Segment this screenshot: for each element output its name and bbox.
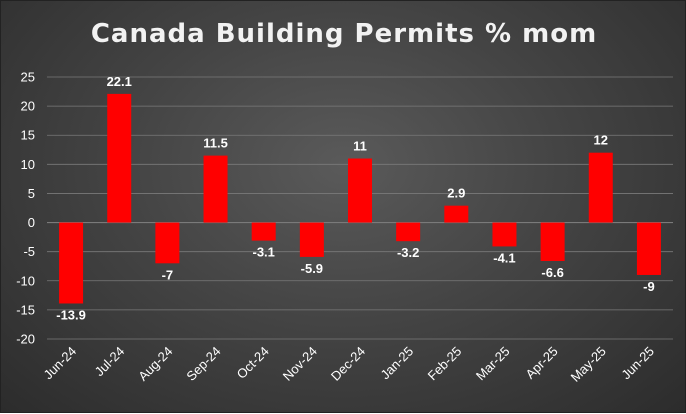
y-tick-label: -20: [16, 332, 35, 347]
bar: [588, 152, 613, 223]
data-label: -6.6: [541, 265, 563, 280]
data-label: -5.9: [301, 261, 323, 276]
y-tick-label: 20: [21, 99, 35, 114]
x-tick-label: Jan-25: [378, 344, 417, 383]
x-tick-label: Jul-24: [92, 344, 128, 380]
bar: [636, 222, 661, 275]
chart-title: Canada Building Permits % mom: [90, 19, 598, 49]
data-label: -7: [162, 267, 174, 282]
x-tick-label: Sep-24: [183, 344, 223, 384]
x-tick-label: Aug-24: [135, 344, 175, 384]
x-tick-label: Mar-25: [473, 344, 513, 384]
bar: [444, 205, 469, 223]
data-label: 11: [353, 139, 367, 154]
y-tick-label: 0: [28, 215, 35, 230]
bar: [396, 222, 421, 242]
data-label: 22.1: [107, 74, 132, 89]
y-tick-label: -15: [16, 302, 35, 317]
data-label: -9: [643, 279, 655, 294]
y-tick-label: 5: [28, 186, 35, 201]
bar: [540, 222, 565, 261]
data-label: 11.5: [203, 136, 228, 151]
x-tick-label: May-25: [568, 344, 609, 385]
bar: [299, 222, 324, 257]
data-label: -13.9: [56, 307, 86, 322]
x-tick-label: Apr-25: [523, 344, 561, 382]
x-tick-label: Jun-25: [618, 344, 657, 383]
data-label: -3.2: [397, 245, 419, 260]
bar: [251, 222, 276, 241]
bar: [107, 93, 132, 223]
x-tick-label: Oct-24: [234, 344, 272, 382]
x-tick-label: Feb-25: [425, 344, 465, 384]
y-tick-label: -10: [16, 273, 35, 288]
bar: [203, 155, 228, 223]
x-tick-label: Jun-24: [40, 344, 79, 383]
y-tick-label: 15: [21, 128, 35, 143]
data-label: -3.1: [252, 245, 274, 260]
data-label: 12: [594, 133, 608, 148]
bar: [59, 222, 84, 304]
data-label: 2.9: [447, 186, 465, 201]
y-tick-label: 10: [21, 157, 35, 172]
y-tick-label: -5: [23, 244, 35, 259]
bar: [348, 158, 372, 223]
data-label: -4.1: [493, 250, 515, 265]
bar: [492, 222, 517, 247]
y-tick-label: 25: [21, 70, 35, 85]
x-tick-label: Nov-24: [280, 344, 320, 384]
bar: [155, 222, 180, 264]
x-tick-label: Dec-24: [328, 344, 368, 384]
